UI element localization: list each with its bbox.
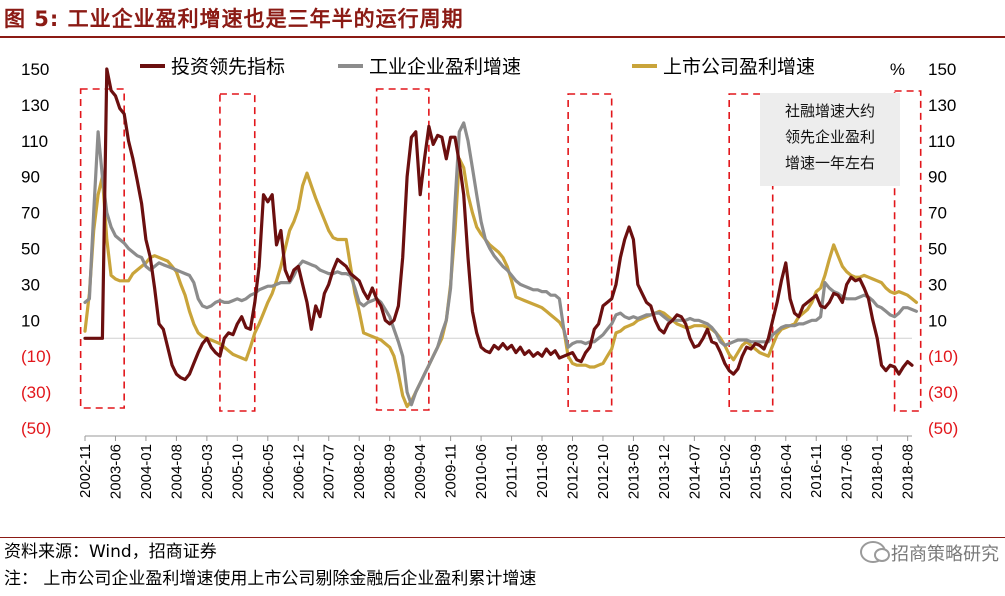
- x-tick-label: 2004-01: [138, 444, 155, 499]
- x-tick-label: 2008-09: [382, 444, 399, 499]
- brand-watermark: 招商策略研究: [860, 541, 999, 566]
- brand-name: 招商策略研究: [891, 544, 999, 565]
- y-tick-label-right: 90: [928, 168, 947, 187]
- x-tick-label: 2006-05: [260, 444, 277, 499]
- annotation-text: 增速一年左右: [785, 154, 875, 172]
- y-tick-label-right: 70: [928, 204, 947, 223]
- x-tick-label: 2017-06: [839, 444, 856, 499]
- x-tick-label: 2013-12: [656, 444, 673, 499]
- x-tick-label: 2010-06: [473, 444, 490, 499]
- y-tick-label-left: 70: [21, 204, 40, 223]
- y-tick-label-right: 30: [928, 275, 947, 294]
- y-tick-label-right: (50): [928, 419, 958, 438]
- y-tick-label-right: 150: [928, 60, 956, 79]
- y-tick-label-left: (30): [21, 383, 51, 402]
- x-tick-label: 2006-12: [290, 444, 307, 499]
- right-axis-unit: %: [890, 60, 905, 79]
- highlight-period-box: [893, 90, 922, 412]
- annotation-box: [760, 93, 900, 186]
- x-tick-label: 2007-07: [321, 444, 338, 499]
- x-tick-label: 2015-02: [717, 444, 734, 499]
- y-tick-label-left: 110: [21, 132, 48, 151]
- highlight-period-box: [375, 88, 430, 411]
- annotation-text: 社融增速大约: [785, 102, 875, 120]
- y-tick-label-left: 130: [21, 96, 49, 115]
- x-tick-label: 2003-06: [108, 444, 125, 499]
- y-tick-label-left: 10: [21, 311, 40, 330]
- legend-label: 上市公司盈利增速: [663, 56, 815, 78]
- source-note: 资料来源：Wind，招商证券: [4, 542, 217, 562]
- series-line: [83, 121, 918, 407]
- title-divider: [0, 36, 1005, 38]
- footnote: 注： 上市公司企业盈利增速使用上市公司剔除金融后企业盈利累计增速: [4, 569, 537, 589]
- figure-title: 图 5: 工业企业盈利增速也是三年半的运行周期: [4, 7, 464, 31]
- y-tick-label-left: 30: [21, 275, 40, 294]
- y-tick-label-left: 150: [21, 60, 49, 79]
- legend-label: 工业企业盈利增速: [369, 56, 521, 78]
- x-tick-label: 2009-11: [443, 444, 460, 498]
- x-tick-label: 2009-04: [412, 444, 429, 499]
- x-tick-label: 2016-04: [778, 444, 795, 499]
- x-tick-label: 2018-08: [900, 444, 917, 499]
- series-line: [83, 157, 918, 409]
- y-tick-label-left: (50): [21, 419, 51, 438]
- y-tick-label-left: 50: [21, 240, 40, 259]
- x-tick-label: 2013-05: [625, 444, 642, 499]
- x-tick-label: 2005-03: [199, 444, 216, 499]
- wechat-icon: [860, 541, 890, 563]
- x-tick-label: 2015-09: [747, 444, 764, 499]
- highlight-period-box: [79, 88, 125, 409]
- y-tick-label-right: 130: [928, 96, 956, 115]
- x-tick-label: 2002-11: [77, 444, 94, 498]
- x-tick-label: 2014-07: [686, 444, 703, 499]
- y-tick-label-right: 10: [928, 311, 947, 330]
- x-tick-label: 2005-10: [229, 444, 246, 499]
- y-tick-label-right: 50: [928, 240, 947, 259]
- y-tick-label-left: 90: [21, 168, 40, 187]
- y-tick-label-right: (30): [928, 383, 958, 402]
- x-tick-label: 2008-02: [351, 444, 368, 499]
- x-tick-label: 2011-08: [534, 444, 551, 498]
- y-tick-label-right: 110: [928, 132, 955, 151]
- legend-label: 投资领先指标: [171, 56, 285, 78]
- x-tick-label: 2016-11: [808, 444, 825, 498]
- x-tick-label: 2004-08: [168, 444, 185, 499]
- annotation-text: 领先企业盈利: [785, 128, 875, 146]
- y-tick-label-right: (10): [928, 347, 958, 366]
- footer-divider: [0, 537, 1005, 538]
- x-tick-label: 2011-01: [504, 444, 521, 498]
- x-tick-label: 2012-03: [565, 444, 582, 499]
- y-tick-label-left: (10): [21, 347, 51, 366]
- x-tick-label: 2012-10: [595, 444, 612, 499]
- x-tick-label: 2018-01: [869, 444, 886, 499]
- highlight-period-box: [219, 93, 256, 412]
- series-line: [83, 67, 914, 382]
